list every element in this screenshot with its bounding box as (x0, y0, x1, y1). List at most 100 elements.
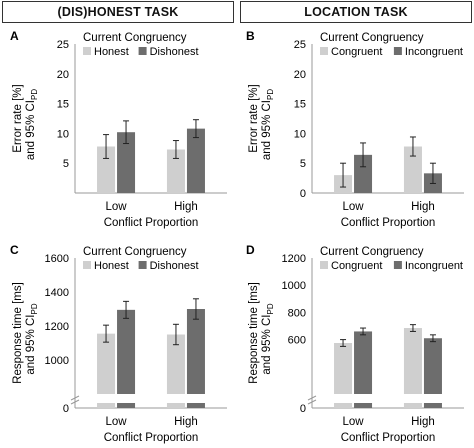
bar-incongruent-high (423, 338, 442, 394)
y-tick-label: 10 (57, 128, 69, 140)
legend-title: Current Congruency (83, 246, 187, 258)
panel-letter: D (246, 243, 255, 257)
legend-swatch (83, 261, 91, 269)
legend-label: Congruent (331, 260, 382, 272)
y-axis-label-subscript: PD (266, 303, 275, 314)
y-axis-label-line2: and 95% CIPD (25, 89, 39, 160)
bar-honest-low (97, 333, 116, 394)
y-axis-label: Response time [ms] and 95% CIPD (248, 282, 275, 384)
y-tick-label: 10 (294, 128, 306, 140)
y-tick-label: 1200 (282, 253, 306, 265)
y-axis-label-line1: Response time [ms] (248, 282, 260, 384)
y-tick-label: 25 (294, 39, 306, 51)
y-tick-label: 20 (294, 69, 306, 81)
bar-congruent-high (403, 328, 422, 394)
bar-base-segment (117, 403, 136, 408)
y-tick-label: 1000 (282, 280, 306, 292)
x-axis-title: Conflict Proportion (104, 432, 199, 444)
legend-label: Incongruent (405, 46, 463, 58)
x-tick-label: High (174, 201, 198, 213)
x-tick-label: Low (105, 201, 127, 213)
legend-label: Honest (94, 46, 129, 58)
bar-honest-high (166, 149, 185, 193)
y-tick-label: 20 (57, 69, 69, 81)
y-axis-label-subscript: PD (30, 89, 39, 100)
y-tick-label: 15 (294, 99, 306, 111)
legend-label: Congruent (331, 46, 382, 58)
legend-label: Dishonest (150, 260, 199, 272)
y-axis-label-line2: and 95% CIPD (25, 303, 39, 374)
bar-base-segment (97, 403, 116, 408)
chart-panel-c: C Current Congruency Honest Dishonest 1000 12… (10, 243, 227, 444)
y-axis-label-line1: Response time [ms] (12, 282, 24, 384)
x-tick-label: Low (105, 416, 127, 428)
y-axis-label: Response time [ms] and 95% CIPD (12, 282, 39, 384)
bar-dishonest-high (186, 309, 205, 394)
y-tick-label: 1200 (45, 321, 69, 333)
y-tick-label: 800 (288, 307, 306, 319)
bar-incongruent-low (354, 331, 373, 394)
y-axis-label-line2: and 95% CIPD (261, 89, 275, 160)
bar-base-segment (354, 403, 373, 408)
y-tick-label: 5 (63, 158, 69, 170)
y-axis-label-subscript: PD (30, 303, 39, 314)
bar-base-segment (423, 403, 442, 408)
bar-base-segment (186, 403, 205, 408)
y-axis-label-line2: and 95% CIPD (261, 303, 275, 374)
y-tick-label: 1000 (45, 355, 69, 367)
bar-incongruent-low (354, 154, 373, 193)
chart-panel-a: A Current Congruency Honest Dishonest 5 10 15 2… (10, 29, 227, 229)
axis-break-mark (307, 395, 317, 401)
x-tick-label: Low (342, 416, 364, 428)
legend-title: Current Congruency (83, 32, 187, 44)
panel-letter: C (10, 243, 19, 257)
y-axis-label-line1: Error rate [%] (12, 84, 24, 152)
axis-break-mark (70, 399, 80, 405)
panel-letter: B (246, 29, 255, 43)
x-tick-label: High (411, 201, 435, 213)
x-axis-title: Conflict Proportion (341, 432, 436, 444)
chart-panel-b: B Current Congruency Congruent Incongruent 0… (246, 29, 464, 229)
bar-base-segment (403, 403, 422, 408)
y-tick-label: 1600 (45, 253, 69, 265)
y-axis-label-subscript: PD (266, 89, 275, 100)
bar-base-segment (166, 403, 185, 408)
x-tick-label: High (174, 416, 198, 428)
legend-swatch (320, 47, 328, 55)
y-tick-label: 0 (63, 403, 69, 415)
bar-dishonest-high (186, 128, 205, 193)
x-tick-label: High (411, 416, 435, 428)
bar-honest-high (166, 334, 185, 394)
legend-label: Honest (94, 260, 129, 272)
y-tick-label: 15 (57, 99, 69, 111)
bar-congruent-low (334, 343, 353, 394)
y-tick-label: 1400 (45, 287, 69, 299)
header-dishonest-task: (DIS)HONEST TASK (2, 1, 234, 23)
bar-base-segment (334, 403, 353, 408)
legend-swatch (138, 47, 147, 55)
y-tick-label: 0 (300, 403, 306, 415)
chart-panel-d: D Current Congruency Congruent Incongruent 6… (246, 243, 464, 444)
bar-dishonest-low (117, 132, 136, 193)
legend-title: Current Congruency (320, 32, 424, 44)
legend-swatch (320, 261, 328, 269)
x-tick-label: Low (342, 201, 364, 213)
x-axis-title: Conflict Proportion (341, 217, 436, 229)
y-axis-label-line1: Error rate [%] (248, 84, 260, 152)
y-axis-label: Error rate [%] and 95% CIPD (12, 84, 39, 160)
legend-swatch (393, 261, 402, 269)
legend-label: Incongruent (405, 260, 463, 272)
x-axis-title: Conflict Proportion (104, 217, 199, 229)
panel-letter: A (10, 29, 19, 43)
y-tick-label: 25 (57, 39, 69, 51)
y-tick-label: 5 (300, 158, 306, 170)
bar-dishonest-low (117, 309, 136, 394)
bar-congruent-high (403, 146, 422, 193)
legend-label: Dishonest (150, 46, 199, 58)
bar-honest-low (97, 146, 116, 193)
legend-swatch (138, 261, 147, 269)
legend-title: Current Congruency (320, 246, 424, 258)
axis-break-mark (70, 395, 80, 401)
header-location-task: LOCATION TASK (240, 1, 472, 23)
